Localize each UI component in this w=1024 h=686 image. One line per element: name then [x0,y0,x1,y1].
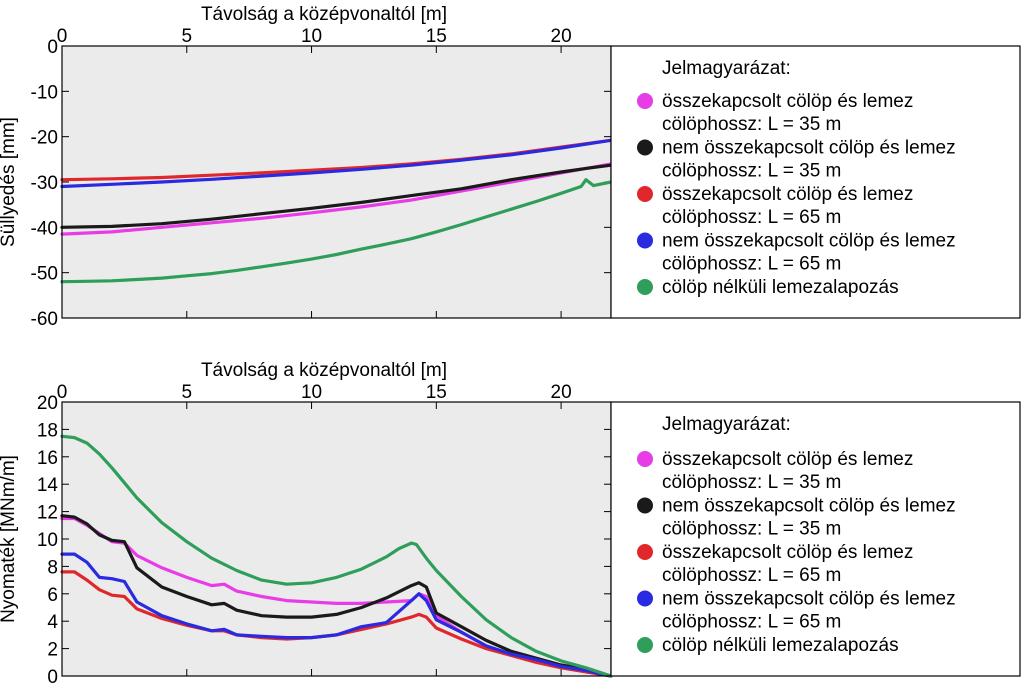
legend-label: összekapcsolt cölöp és lemez [662,184,913,205]
y-tick-label: 8 [47,557,58,578]
x-tick-label: 0 [57,382,68,403]
legend: Jelmagyarázat: összekapcsolt cölöp és lem… [610,45,1021,319]
moment-chart: 0 5 10 15 20 Távolság a középvonaltól [m] 0 2 4 6… [0,360,1021,686]
legend-label-sub: cölöphossz: L = 65 m [662,565,841,586]
settlement-chart: 0 5 10 15 20 Távolság a középvonaltól [m] 0 -10… [0,4,1021,330]
y-tick-label: 6 [47,585,58,606]
legend-label: nem összekapcsolt cölöp és lemez [662,496,956,517]
y-tick-label: 14 [37,475,59,496]
x-tick-label: 10 [301,26,322,47]
x-tick-label: 10 [301,382,322,403]
x-axis-label: Távolság a középvonaltól [m] [201,360,447,381]
legend-label: cölöp nélküli lemezalapozás [662,277,899,298]
series-line-green [60,178,613,284]
series-line-black [60,514,613,678]
series-line-blue [60,138,613,189]
legend-marker-green [637,279,653,295]
legend-marker-black [637,497,653,514]
y-tick-label: 10 [37,530,58,551]
plot-area [62,402,611,676]
legend-title: Jelmagyarázat: [662,58,791,79]
legend-box [610,45,1021,319]
y-tick-label: -60 [31,309,58,330]
legend-label: összekapcsolt cölöp és lemez [662,449,913,470]
y-tick-label: 2 [47,640,58,661]
x-tick-label: 20 [551,382,572,403]
y-tick-label: -40 [31,218,58,239]
x-tick-label: 15 [426,26,447,47]
legend-label-sub: cölöphossz: L = 35 m [662,519,841,540]
legend-label-sub: cölöphossz: L = 65 m [662,254,841,275]
legend-label-sub: cölöphossz: L = 65 m [662,612,841,633]
y-tick-label: 12 [37,503,58,524]
y-tick-label: -50 [31,264,58,285]
legend-marker-green [637,637,653,653]
legend-marker-blue [637,232,653,249]
legend: Jelmagyarázat: összekapcsolt cölöp és lem… [610,401,1021,677]
x-tick-label: 15 [426,382,447,403]
legend-marker-blue [637,590,653,607]
y-tick-label: -20 [31,128,58,149]
x-tick-label: 5 [181,26,192,47]
legend-label: összekapcsolt cölöp és lemez [662,91,913,112]
x-tick-label: 20 [551,26,572,47]
x-axis-label: Távolság a középvonaltól [m] [201,4,447,25]
legend-marker-red [637,544,653,560]
series-line-green [60,434,613,678]
x-tick-label: 5 [181,382,192,403]
legend-label-sub: cölöphossz: L = 35 m [662,114,841,135]
legend-label: nem összekapcsolt cölöp és lemez [662,138,956,159]
legend-marker-magenta [637,451,653,467]
legend-marker-red [637,186,653,202]
y-tick-label: 0 [47,37,58,58]
y-tick-label: -10 [31,82,58,103]
legend-marker-magenta [637,93,653,109]
y-axis-label: Nyomaték [MNm/m] [0,455,19,623]
y-tick-label: 0 [47,667,58,686]
y-tick-label: 20 [37,393,58,414]
y-tick-label: 18 [37,420,58,441]
y-axis-label: Süllyedés [mm] [0,117,19,247]
legend-box [610,401,1021,677]
y-tick-label: -30 [31,173,58,194]
legend-label: cölöp nélküli lemezalapozás [662,635,899,656]
x-tick-label: 0 [57,26,68,47]
series-line-black [60,163,613,229]
legend-label: nem összekapcsolt cölöp és lemez [662,231,956,252]
legend-label: összekapcsolt cölöp és lemez [662,542,913,563]
legend-label-sub: cölöphossz: L = 65 m [662,207,841,228]
legend-title: Jelmagyarázat: [662,414,791,435]
legend-marker-black [637,139,653,156]
legend-label: nem összekapcsolt cölöp és lemez [662,589,956,610]
y-tick-label: 16 [37,448,58,469]
y-tick-label: 4 [47,612,58,633]
series-line-blue [60,552,613,678]
legend-label-sub: cölöphossz: L = 35 m [662,161,841,182]
legend-label-sub: cölöphossz: L = 35 m [662,472,841,493]
